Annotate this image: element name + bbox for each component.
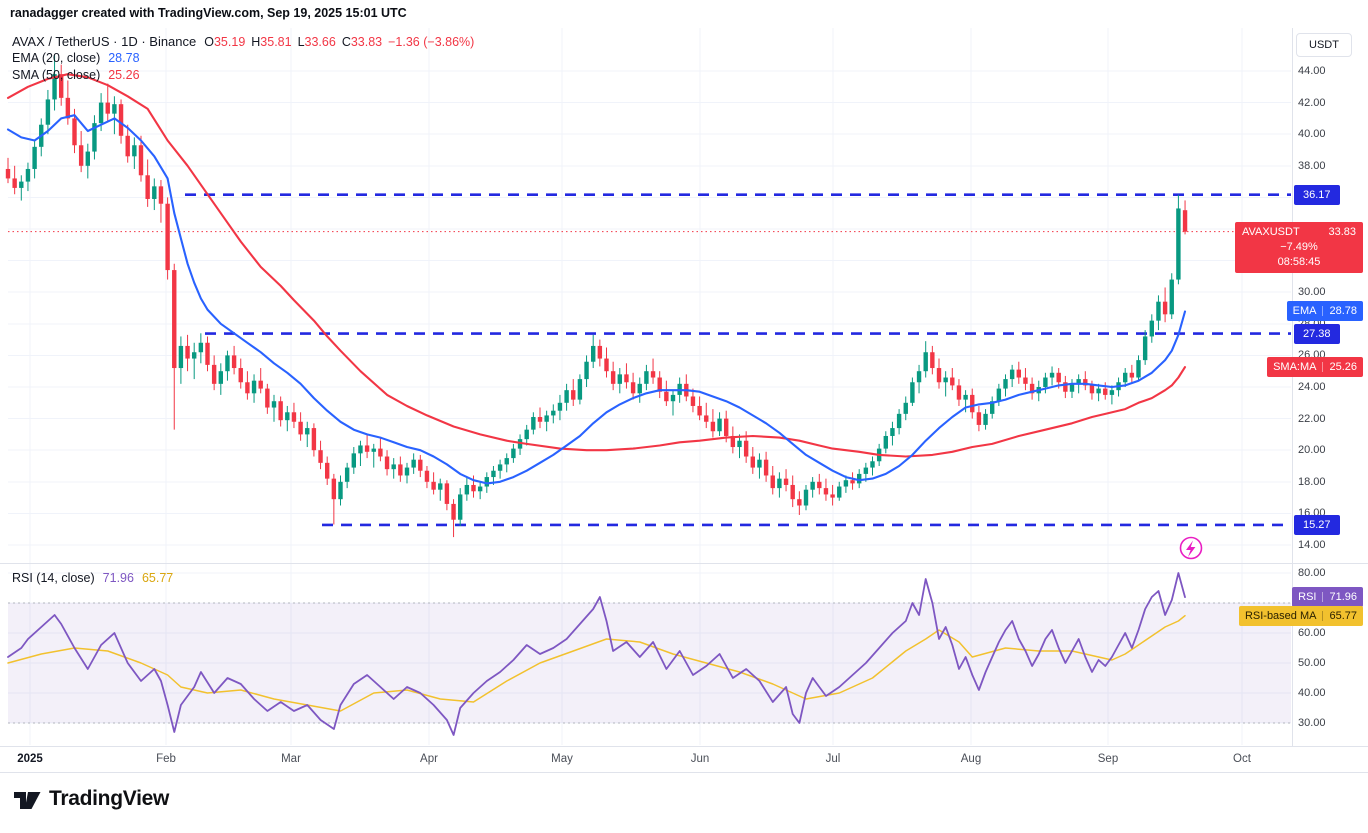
tradingview-logo-mark xyxy=(14,792,41,809)
sma-legend[interactable]: SMA (50, close) 25.26 xyxy=(12,68,140,82)
tradingview-logo-text: TradingView xyxy=(49,787,170,810)
rsi-legend-value: 71.96 xyxy=(102,571,134,585)
symbol-title: AVAX / TetherUS · 1D · Binance xyxy=(12,34,197,49)
change-value: −1.36 (−3.86%) xyxy=(388,34,475,49)
tradingview-logo[interactable]: TradingView xyxy=(12,786,169,812)
ema-legend-value: 28.78 xyxy=(108,51,140,65)
rsi-ma-legend-value: 65.77 xyxy=(141,571,174,585)
attribution-text: ranadagger created with TradingView.com,… xyxy=(10,6,407,20)
rsi-legend-label: RSI (14, close) xyxy=(12,571,95,585)
ema-legend[interactable]: EMA (20, close) 28.78 xyxy=(12,51,140,65)
flash-icon[interactable] xyxy=(1179,536,1203,560)
sma-legend-value: 25.26 xyxy=(108,68,140,82)
symbol-legend[interactable]: AVAX / TetherUS · 1D · Binance O35.19 H3… xyxy=(12,34,474,49)
currency-button[interactable]: USDT xyxy=(1296,33,1352,57)
ema-legend-label: EMA (20, close) xyxy=(12,51,101,65)
rsi-legend[interactable]: RSI (14, close) 71.96 65.77 xyxy=(12,571,173,585)
sma-legend-label: SMA (50, close) xyxy=(12,68,101,82)
ohlc-values: O35.19 H35.81 L33.66 C33.83 −1.36 (−3.86… xyxy=(204,34,475,49)
